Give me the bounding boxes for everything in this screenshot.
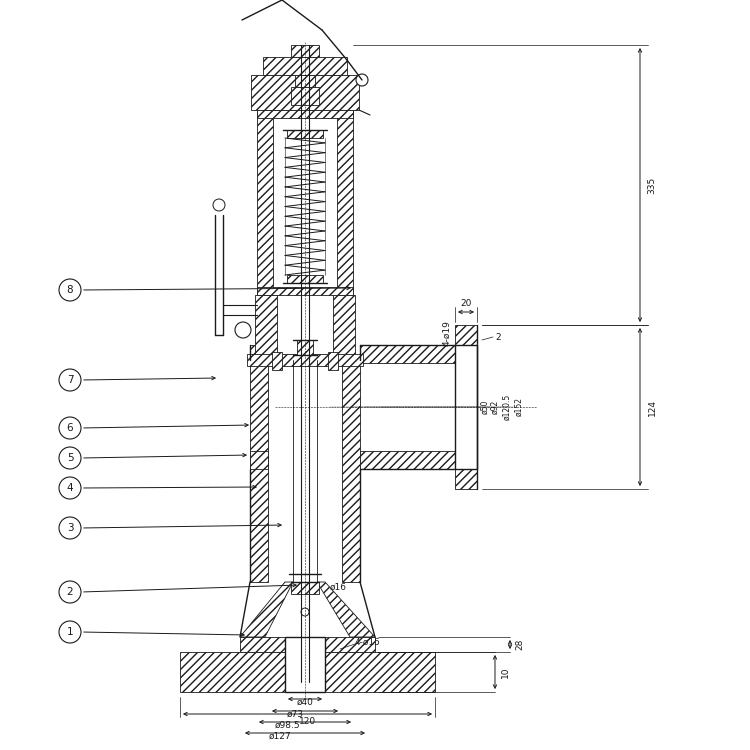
Circle shape xyxy=(59,417,81,439)
Circle shape xyxy=(59,621,81,643)
Polygon shape xyxy=(251,75,359,110)
Polygon shape xyxy=(272,352,282,370)
Circle shape xyxy=(301,608,309,616)
Text: 120: 120 xyxy=(299,718,316,727)
Polygon shape xyxy=(360,345,455,363)
Circle shape xyxy=(356,74,368,86)
Text: 5: 5 xyxy=(67,453,74,463)
Text: 10: 10 xyxy=(500,666,509,678)
Polygon shape xyxy=(328,352,338,370)
Text: ø50: ø50 xyxy=(481,400,490,414)
Circle shape xyxy=(213,199,225,211)
Text: ø92: ø92 xyxy=(490,400,500,414)
Circle shape xyxy=(59,581,81,603)
Polygon shape xyxy=(342,360,360,582)
Text: 124: 124 xyxy=(647,398,656,416)
Polygon shape xyxy=(455,469,477,489)
Text: ø73: ø73 xyxy=(286,710,304,718)
Text: 1: 1 xyxy=(67,627,74,637)
Circle shape xyxy=(59,477,81,499)
Circle shape xyxy=(59,279,81,301)
Text: ø152: ø152 xyxy=(514,398,523,416)
Polygon shape xyxy=(297,340,313,355)
Circle shape xyxy=(235,322,251,338)
Polygon shape xyxy=(360,451,455,469)
Polygon shape xyxy=(250,451,268,469)
Polygon shape xyxy=(257,287,353,295)
Polygon shape xyxy=(287,130,323,138)
Polygon shape xyxy=(250,360,268,582)
Text: ø16: ø16 xyxy=(330,583,347,592)
Polygon shape xyxy=(291,87,319,105)
Text: 6: 6 xyxy=(67,423,74,433)
Polygon shape xyxy=(263,57,347,75)
Polygon shape xyxy=(285,637,325,692)
Text: ø98.5: ø98.5 xyxy=(274,721,300,730)
Polygon shape xyxy=(247,354,363,366)
Text: ø120.5: ø120.5 xyxy=(503,394,512,420)
Text: ø40: ø40 xyxy=(296,698,314,706)
Polygon shape xyxy=(240,637,375,652)
Polygon shape xyxy=(291,45,319,57)
Text: 3: 3 xyxy=(67,523,74,533)
Text: 7: 7 xyxy=(67,375,74,385)
Text: 4-ø15: 4-ø15 xyxy=(355,638,381,646)
Polygon shape xyxy=(257,110,273,295)
Text: 4: 4 xyxy=(67,483,74,493)
Polygon shape xyxy=(287,275,323,283)
Polygon shape xyxy=(317,582,375,637)
Polygon shape xyxy=(291,582,319,594)
Circle shape xyxy=(59,517,81,539)
Circle shape xyxy=(59,447,81,469)
Polygon shape xyxy=(257,110,353,118)
Text: 2: 2 xyxy=(67,587,74,597)
Text: 28: 28 xyxy=(515,639,524,650)
Polygon shape xyxy=(333,295,355,360)
Text: 2: 2 xyxy=(495,332,501,341)
Polygon shape xyxy=(295,75,315,87)
Text: 4-ø19: 4-ø19 xyxy=(442,320,452,346)
Polygon shape xyxy=(240,582,293,637)
Text: 20: 20 xyxy=(460,299,472,308)
Polygon shape xyxy=(337,110,353,295)
Text: 8: 8 xyxy=(67,285,74,295)
Circle shape xyxy=(59,369,81,391)
Text: 335: 335 xyxy=(647,176,656,194)
Polygon shape xyxy=(255,295,277,360)
Polygon shape xyxy=(250,345,268,363)
Polygon shape xyxy=(455,345,477,469)
Polygon shape xyxy=(180,652,435,692)
Text: ø127: ø127 xyxy=(268,731,291,740)
Polygon shape xyxy=(455,325,477,345)
